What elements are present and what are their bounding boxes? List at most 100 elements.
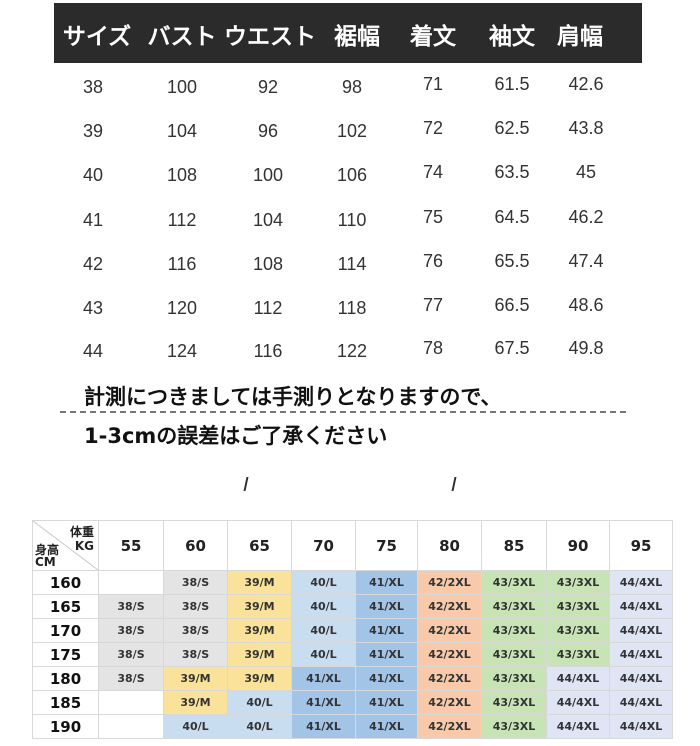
corner-cell: 体重 KG 身高 CM: [32, 520, 99, 571]
size-table-cell: 41: [82, 210, 104, 230]
size-cell: 44/4XL: [546, 714, 610, 739]
decorative-mark: [451, 477, 457, 491]
table-row: 185 39/M 40/L 41/XL 41/XL 42/2XL 43/3XL 44/4XL 4…: [32, 690, 673, 715]
column-header: サイズ: [62, 24, 132, 50]
table-row: 175 38/S 38/S 39/M 40/L 41/XL 42/2XL 43/3XL 43/3…: [32, 642, 673, 667]
size-cell: 44/4XL: [609, 618, 673, 643]
dashed-divider: [60, 411, 626, 413]
size-table-cell: 102: [336, 121, 368, 141]
size-table-cell: 106: [336, 165, 368, 185]
size-cell: 39/M: [163, 666, 228, 691]
size-cell: 43/3XL: [481, 570, 547, 595]
size-table-cell: 122: [336, 341, 368, 361]
size-table-cell: 78: [422, 338, 444, 358]
height-label-cell: 170: [32, 618, 99, 643]
size-cell: 43/3XL: [546, 594, 610, 619]
size-table-cell: 47.4: [568, 251, 604, 271]
size-cell: 39/M: [227, 666, 292, 691]
size-table-cell: 64.5: [494, 207, 530, 227]
table-row: 165 38/S 38/S 39/M 40/L 41/XL 42/2XL 43/3XL 43/3…: [32, 594, 673, 619]
size-table-cell: 112: [253, 298, 283, 318]
size-table-cell: 92: [257, 77, 279, 97]
table-row: 160 38/S 39/M 40/L 41/XL 42/2XL 43/3XL 43/3XL 44…: [32, 570, 673, 595]
size-table-cell: 77: [422, 295, 444, 315]
size-cell: 41/XL: [355, 618, 418, 643]
size-table-cell: 98: [341, 77, 363, 97]
size-cell: 43/3XL: [481, 666, 547, 691]
size-table-cell: 100: [166, 77, 198, 97]
size-table-cell: 108: [166, 165, 198, 185]
weight-header: 70: [291, 520, 356, 571]
height-label-cell: 175: [32, 642, 99, 667]
size-table-cell: 104: [252, 210, 284, 230]
height-label-cell: 180: [32, 666, 99, 691]
size-cell: 38/S: [163, 618, 228, 643]
size-table-cell: 63.5: [494, 162, 530, 182]
fit-chart-header-row: 体重 KG 身高 CM 55 60 65 70 75 80 85 90 95: [32, 520, 673, 571]
size-cell: 38/S: [163, 594, 228, 619]
size-cell: 43/3XL: [481, 642, 547, 667]
size-cell: 43/3XL: [481, 714, 547, 739]
size-cell: 43/3XL: [481, 594, 547, 619]
size-table-cell: 49.8: [568, 338, 604, 358]
size-cell: 44/4XL: [609, 666, 673, 691]
size-table-cell: 120: [166, 298, 198, 318]
size-cell: 39/M: [227, 570, 292, 595]
size-table-cell: 48.6: [568, 295, 604, 315]
weight-header: 90: [546, 520, 610, 571]
decorative-mark: [243, 477, 249, 491]
size-cell: 41/XL: [355, 666, 418, 691]
size-cell: 40/L: [291, 570, 356, 595]
size-table-cell: 40: [82, 165, 104, 185]
size-table-cell: 66.5: [494, 295, 530, 315]
size-cell: 41/XL: [355, 714, 418, 739]
size-cell: 42/2XL: [417, 714, 482, 739]
size-cell: 40/L: [227, 714, 292, 739]
weight-header: 85: [481, 520, 547, 571]
size-cell: [98, 690, 164, 715]
column-header: バスト: [147, 24, 217, 50]
size-cell: 38/S: [98, 666, 164, 691]
measurement-note-line2: 1-3cmの誤差はご了承ください: [84, 424, 388, 448]
size-cell: 43/3XL: [546, 642, 610, 667]
weight-header: 55: [98, 520, 164, 571]
size-cell: 44/4XL: [609, 642, 673, 667]
size-cell: 40/L: [291, 618, 356, 643]
size-cell: 41/XL: [291, 690, 356, 715]
column-header: 着文: [410, 24, 456, 50]
size-cell: [98, 714, 164, 739]
size-cell: 44/4XL: [546, 666, 610, 691]
size-table-cell: 67.5: [494, 338, 530, 358]
size-cell: 40/L: [163, 714, 228, 739]
size-table-cell: 43: [82, 298, 104, 318]
size-cell: 41/XL: [355, 642, 418, 667]
size-table-cell: 100: [252, 165, 284, 185]
measurement-note-line1: 計測につきましては手測りとなりますので、: [84, 385, 502, 409]
size-cell: 41/XL: [355, 594, 418, 619]
size-cell: 41/XL: [355, 570, 418, 595]
column-header: 袖文: [489, 24, 535, 50]
size-cell: 39/M: [227, 642, 292, 667]
size-table-cell: 110: [337, 210, 367, 230]
size-cell: 40/L: [227, 690, 292, 715]
size-table-cell: 62.5: [494, 118, 530, 138]
size-cell: 43/3XL: [481, 618, 547, 643]
size-cell: 44/4XL: [609, 714, 673, 739]
size-table-cell: 74: [422, 162, 444, 182]
weight-header: 60: [163, 520, 228, 571]
size-cell: 42/2XL: [417, 666, 482, 691]
weight-header: 80: [417, 520, 482, 571]
size-table-header: サイズ バスト ウエスト 裾幅 着文 袖文 肩幅: [54, 3, 642, 63]
kg-label: KG: [74, 539, 94, 553]
size-table-cell: 114: [337, 254, 367, 274]
size-cell: 38/S: [163, 642, 228, 667]
column-header: ウエスト: [224, 24, 316, 50]
column-header: 肩幅: [557, 24, 603, 50]
weight-header: 95: [609, 520, 673, 571]
size-cell: 40/L: [291, 642, 356, 667]
table-row: 190 40/L 40/L 41/XL 41/XL 42/2XL 43/3XL 44/4XL 4…: [32, 714, 673, 739]
size-table-cell: 43.8: [568, 118, 604, 138]
size-cell: 42/2XL: [417, 618, 482, 643]
size-cell: 38/S: [98, 618, 164, 643]
size-table-cell: 96: [257, 121, 279, 141]
